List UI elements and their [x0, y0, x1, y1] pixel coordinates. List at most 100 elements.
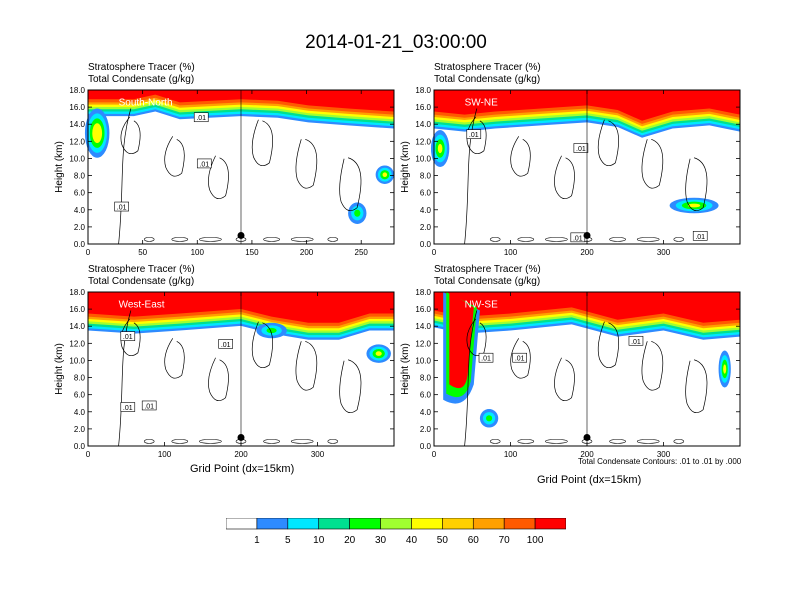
- location-marker: [583, 433, 591, 441]
- condensate-contour: [327, 237, 339, 242]
- y-tick-label: 18.0: [415, 86, 431, 95]
- tracer-intrusion: [449, 292, 474, 389]
- section-name: West-East: [119, 299, 165, 310]
- y-tick-label: 6.0: [74, 391, 86, 400]
- y-tick-label: 10.0: [415, 356, 431, 365]
- colorbar-swatch: [411, 518, 443, 530]
- colorbar: [226, 518, 566, 530]
- y-tick-label: 8.0: [420, 374, 432, 383]
- condensate-contour: [143, 439, 155, 444]
- contour-label-box: [120, 402, 136, 412]
- contour-label-box: [193, 112, 209, 123]
- y-tick-label: 14.0: [69, 322, 85, 331]
- contour-label-text: .01: [695, 234, 705, 241]
- contour-label: .01: [692, 231, 708, 241]
- y-tick-label: 18.0: [69, 288, 85, 297]
- condensate-contour: [554, 155, 575, 200]
- y-tick-label: 18.0: [415, 288, 431, 297]
- condensate-contour: [673, 439, 685, 444]
- y-tick-label: 12.0: [415, 137, 431, 146]
- condensate-contour: [199, 439, 222, 444]
- condensate-contour: [636, 237, 660, 242]
- condensate-contour: [510, 338, 531, 379]
- condensate-contour: [339, 359, 362, 414]
- colorbar-label: 50: [436, 535, 448, 546]
- location-marker: [237, 433, 245, 441]
- colorbar-swatch: [442, 518, 474, 530]
- tracer-blob: [94, 128, 100, 139]
- condensate-contour: [143, 237, 155, 242]
- x-tick-label: 300: [657, 450, 671, 459]
- x-tick-label: 300: [657, 248, 671, 257]
- tracer-blob: [687, 203, 701, 208]
- y-tick-label: 6.0: [74, 189, 86, 198]
- contour-label-text: .01: [631, 339, 641, 346]
- location-marker: [583, 231, 591, 239]
- y-tick-label: 2.0: [74, 223, 86, 232]
- section-name: SW-NE: [465, 97, 498, 108]
- colorbar-label: 20: [344, 535, 356, 546]
- x-tick-label: 100: [504, 248, 518, 257]
- y-tick-label: 16.0: [415, 305, 431, 314]
- contour-label-text: .01: [123, 334, 133, 341]
- colorbar-label: 40: [405, 535, 418, 546]
- y-tick-label: 16.0: [69, 305, 85, 314]
- tracer-band: [434, 90, 740, 117]
- plot-frame: [87, 89, 395, 245]
- contour-label-text: .01: [573, 235, 583, 242]
- contour-label: .01: [141, 400, 157, 411]
- y-tick-label: 16.0: [415, 103, 431, 112]
- condensate-contour: [510, 136, 531, 177]
- y-tick-label: 2.0: [74, 425, 86, 434]
- contour-label: .01: [512, 352, 527, 363]
- y-tick-label: 12.0: [69, 339, 85, 348]
- contour-label-box: [218, 339, 233, 349]
- condensate-contour: [597, 321, 620, 369]
- y-tick-label: 0.0: [74, 240, 86, 249]
- x-tick-label: 200: [234, 450, 248, 459]
- tracer-blob: [354, 209, 361, 217]
- x-tick-label: 50: [138, 248, 147, 257]
- condensate-contour: [295, 340, 318, 391]
- condensate-contour: [641, 138, 664, 189]
- contour-label-text: .01: [199, 161, 209, 168]
- condensate-contour: [641, 340, 664, 391]
- contour-label-box: [141, 400, 157, 411]
- contour-label-box: [466, 129, 482, 139]
- figure-title: 2014-01-21_03:00:00: [305, 32, 487, 53]
- header-condensate: Total Condensate (g/kg): [88, 276, 195, 287]
- contour-label-box: [120, 331, 136, 341]
- colorbar-label: 10: [313, 535, 325, 546]
- contour-label: .01: [196, 158, 212, 168]
- tracer-band: [88, 90, 394, 107]
- header-condensate: Total Condensate (g/kg): [434, 276, 541, 287]
- x-tick-label: 300: [311, 450, 325, 459]
- condensate-contour: [597, 119, 620, 167]
- contour-label-text: .01: [117, 205, 127, 212]
- condensate-contour: [118, 310, 132, 447]
- condensate-contour: [263, 439, 280, 444]
- tracer-blob: [266, 327, 277, 334]
- contour-label-text: .01: [576, 146, 586, 153]
- y-tick-label: 18.0: [69, 86, 85, 95]
- condensate-contour: [199, 237, 222, 242]
- x-tick-label: 0: [432, 248, 437, 257]
- colorbar-label: 70: [498, 535, 510, 546]
- condensate-contour: [466, 318, 487, 357]
- colorbar-swatch: [256, 518, 289, 530]
- condensate-contour: [517, 439, 535, 444]
- colorbar-label: 1: [254, 535, 260, 546]
- y-axis-title: Height (km): [400, 343, 411, 395]
- y-tick-label: 14.0: [415, 120, 431, 129]
- x-tick-label: 0: [86, 248, 91, 257]
- y-tick-label: 0.0: [420, 240, 432, 249]
- condensate-contour: [118, 108, 132, 245]
- condensate-contour: [290, 237, 314, 242]
- panel-west-east: Stratosphere Tracer (%) Total Condensate…: [54, 264, 395, 459]
- colorbar-swatch: [380, 518, 412, 530]
- colorbar-swatch: [349, 518, 381, 530]
- header-tracer: Stratosphere Tracer (%): [88, 264, 195, 275]
- contour-label: .01: [218, 339, 233, 349]
- condensate-contour: [171, 439, 189, 444]
- x-tick-label: 250: [355, 248, 369, 257]
